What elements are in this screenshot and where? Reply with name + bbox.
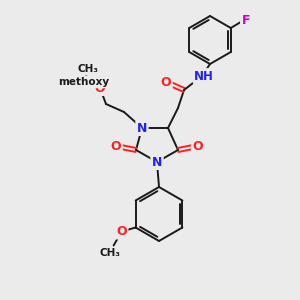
Text: O: O: [95, 82, 105, 94]
Text: CH₃: CH₃: [99, 248, 120, 259]
Text: O: O: [111, 140, 121, 152]
Text: N: N: [152, 155, 162, 169]
Text: CH₃: CH₃: [77, 64, 98, 74]
Text: O: O: [193, 140, 203, 152]
Text: methoxy: methoxy: [58, 77, 110, 87]
Text: F: F: [242, 14, 250, 26]
Text: NH: NH: [194, 70, 214, 83]
Text: O: O: [161, 76, 171, 88]
Text: O: O: [116, 225, 127, 238]
Text: N: N: [137, 122, 147, 134]
